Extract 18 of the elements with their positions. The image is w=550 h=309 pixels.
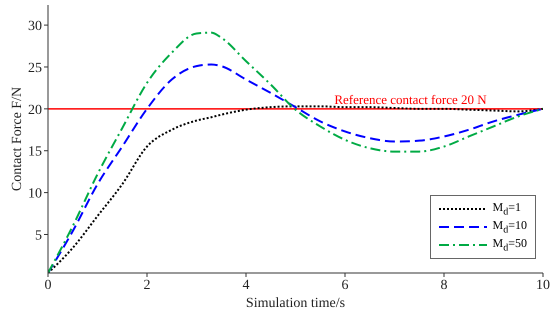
legend-label: M$_{d}$=1 [492,200,521,218]
y-axis-title: Contact Force F/N [10,86,25,192]
legend-label: M$_{d}$=50 [492,236,527,254]
legend-label: M$_{d}$=10 [492,218,527,236]
y-tick-label: 15 [28,144,42,160]
x-tick-label: 6 [342,278,348,293]
y-tick-label: 20 [28,102,42,118]
y-tick-label: 10 [28,186,42,202]
y-tick-label: 30 [28,19,42,34]
x-tick-label: 2 [144,278,150,293]
ref-line-label: Reference contact force 20 N [334,92,488,107]
y-tick-label: 5 [35,228,42,244]
x-tick-label: 4 [242,278,250,293]
x-tick-label: 10 [536,278,550,293]
x-axis-title: Simulation time/s [246,296,346,309]
y-tick-label: 25 [28,60,42,76]
x-tick-label: 8 [440,278,448,293]
x-tick-label: 0 [44,278,52,293]
